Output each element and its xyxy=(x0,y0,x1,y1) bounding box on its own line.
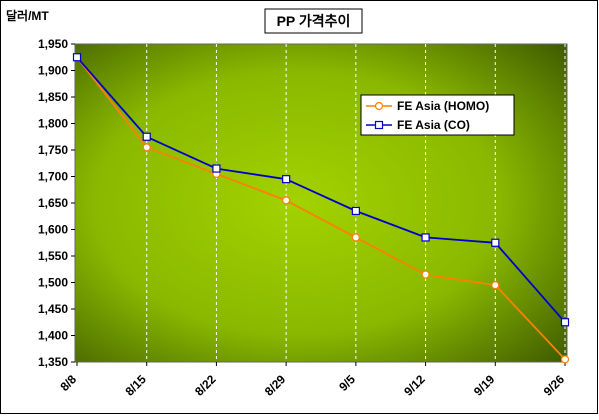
grid-lines xyxy=(146,44,566,362)
y-tick-label: 1,750 xyxy=(38,143,68,157)
data-point-co xyxy=(491,238,500,247)
y-tick-label: 1,400 xyxy=(38,329,68,343)
chart-title: PP 가격추이 xyxy=(277,13,351,29)
data-point-homo xyxy=(491,281,500,290)
legend: FE Asia (HOMO) FE Asia (CO) xyxy=(360,94,515,136)
series-line-co xyxy=(76,56,566,323)
series-group xyxy=(72,53,570,364)
axes: 1,350 1,400 1,450 1,500 1,550 1,600 1,650 1,700… xyxy=(38,37,567,399)
legend-box xyxy=(360,94,515,136)
data-point-co xyxy=(351,206,360,216)
legend-label-co: FE Asia (CO) xyxy=(397,118,470,132)
y-tick-label: 1,550 xyxy=(38,249,68,263)
data-point-homo xyxy=(421,270,430,279)
data-point-homo xyxy=(351,233,360,242)
legend-marker-co xyxy=(374,120,384,130)
y-tick-label: 1,900 xyxy=(38,64,68,78)
data-point-homo xyxy=(560,355,570,364)
y-tick-label: 1,800 xyxy=(38,117,68,131)
data-point-co xyxy=(212,164,221,173)
chart-title-box xyxy=(264,8,363,34)
y-tick-label: 1,650 xyxy=(38,196,68,210)
y-tick-label: 1,450 xyxy=(38,302,68,316)
plot-area xyxy=(74,43,568,363)
data-point-co xyxy=(142,132,151,141)
y-tick-label: 1,350 xyxy=(38,355,68,369)
y-tick-label: 1,500 xyxy=(38,276,68,290)
legend-marker-homo xyxy=(374,101,384,111)
data-point-co xyxy=(421,233,430,242)
data-point-co xyxy=(282,175,291,184)
y-tick-label: 1,850 xyxy=(38,90,68,104)
data-point-homo xyxy=(142,143,151,152)
legend-label-homo: FE Asia (HOMO) xyxy=(397,99,489,113)
y-tick-label: 1,950 xyxy=(38,37,68,51)
series-line-homo xyxy=(76,56,566,361)
y-tick-label: 1,700 xyxy=(38,170,68,184)
data-point-co xyxy=(72,53,82,62)
y-axis-unit-label: 달러/MT xyxy=(6,8,49,23)
data-point-homo xyxy=(282,196,291,205)
data-point-co xyxy=(560,318,570,327)
y-tick-label: 1,600 xyxy=(38,223,68,237)
